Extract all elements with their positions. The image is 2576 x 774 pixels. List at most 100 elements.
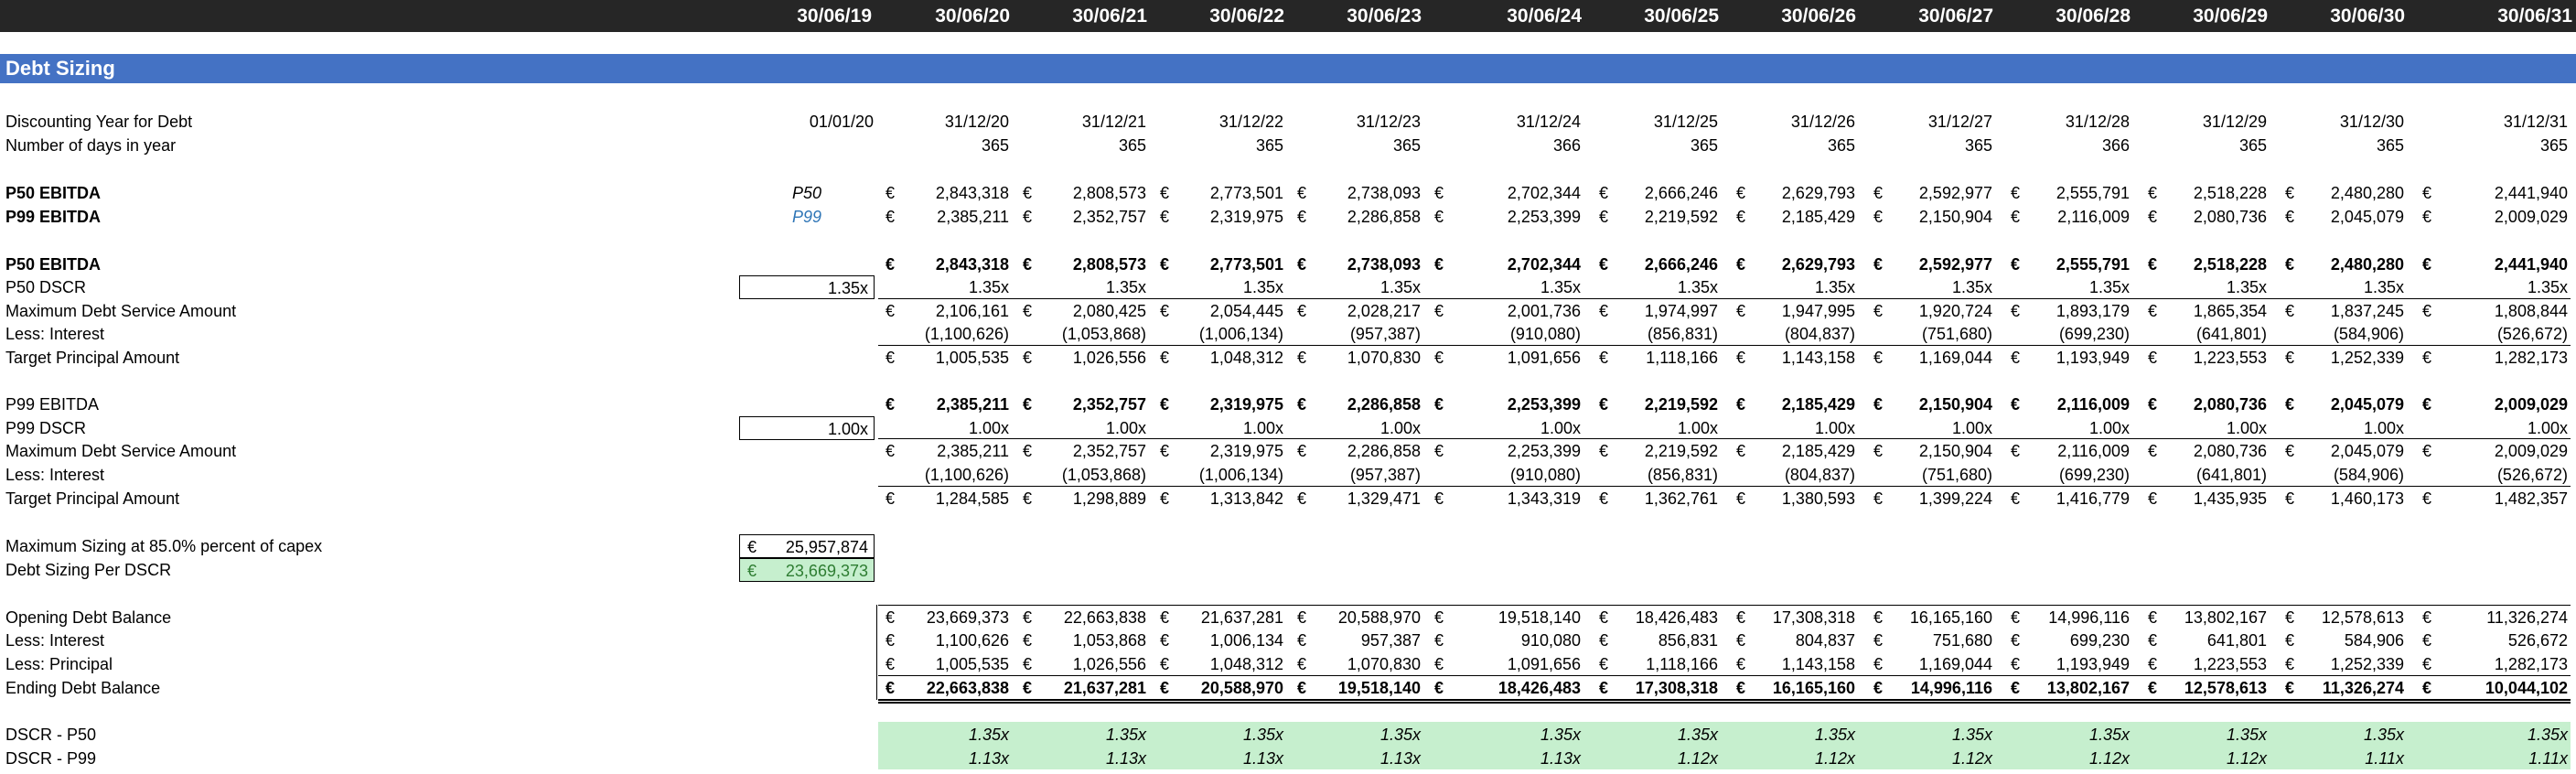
value-cell[interactable]: 365: [1827, 136, 1855, 155]
value-cell[interactable]: 365: [981, 136, 1009, 155]
value-cell[interactable]: 365: [2539, 136, 2568, 155]
value-cell[interactable]: 1,048,312: [1209, 349, 1283, 367]
value-cell[interactable]: 1,837,245: [2330, 302, 2404, 320]
value-cell[interactable]: (641,801): [2195, 466, 2267, 484]
value-cell[interactable]: 1.35x: [2088, 278, 2130, 296]
value-cell[interactable]: 2,001,736: [1507, 302, 1581, 320]
value-cell[interactable]: 1.00x: [1677, 419, 1718, 437]
value-cell[interactable]: (1,053,868): [1061, 466, 1146, 484]
value-cell[interactable]: 1.35x: [1540, 278, 1581, 296]
value-cell[interactable]: 2,441,940: [2494, 184, 2568, 202]
value-cell[interactable]: 1,053,868: [1072, 631, 1146, 650]
value-cell[interactable]: 2,352,757: [1072, 395, 1146, 414]
value-cell[interactable]: 23,669,373: [926, 608, 1009, 627]
value-cell[interactable]: 2,319,975: [1209, 442, 1283, 460]
value-cell[interactable]: 1,380,593: [1781, 489, 1855, 508]
value-cell[interactable]: 366: [1552, 136, 1581, 155]
value-cell[interactable]: 1.35x: [968, 726, 1009, 744]
value-cell[interactable]: 2,009,029: [2494, 395, 2568, 414]
value-cell[interactable]: 31/12/25: [1653, 113, 1718, 131]
value-cell[interactable]: 1.00x: [968, 419, 1009, 437]
value-cell[interactable]: 20,588,970: [1337, 608, 1421, 627]
value-cell[interactable]: 365: [1690, 136, 1718, 155]
value-cell[interactable]: 641,801: [2206, 631, 2267, 650]
scenario-tag[interactable]: P99: [792, 208, 822, 226]
value-cell[interactable]: 1,313,842: [1209, 489, 1283, 508]
value-cell[interactable]: 1,282,173: [2494, 655, 2568, 673]
value-cell[interactable]: 2,253,399: [1507, 442, 1581, 460]
value-cell[interactable]: (584,906): [2333, 325, 2404, 343]
value-cell[interactable]: 1.35x: [968, 278, 1009, 296]
value-cell[interactable]: (584,906): [2333, 466, 2404, 484]
value-cell[interactable]: 1.35x: [1540, 726, 1581, 744]
value-cell[interactable]: 1,329,471: [1347, 489, 1421, 508]
value-cell[interactable]: (1,006,134): [1198, 466, 1283, 484]
value-cell[interactable]: 1,282,173: [2494, 349, 2568, 367]
value-cell[interactable]: 1,399,224: [1918, 489, 1992, 508]
value-cell[interactable]: 2,629,793: [1781, 255, 1855, 274]
value-cell[interactable]: 2,555,791: [2055, 184, 2130, 202]
value-cell[interactable]: 2,009,029: [2494, 208, 2568, 226]
value-cell[interactable]: 1.35x: [2527, 726, 2568, 744]
value-cell[interactable]: 1,947,995: [1781, 302, 1855, 320]
value-cell[interactable]: 2,738,093: [1347, 255, 1421, 274]
value-cell[interactable]: 31/12/28: [2065, 113, 2130, 131]
value-cell[interactable]: 2,773,501: [1209, 184, 1283, 202]
value-cell[interactable]: 2,441,940: [2494, 255, 2568, 274]
value-cell[interactable]: 365: [2238, 136, 2267, 155]
value-cell[interactable]: 957,387: [1360, 631, 1421, 650]
value-cell[interactable]: 2,080,736: [2193, 208, 2267, 226]
value-cell[interactable]: 2,080,425: [1072, 302, 1146, 320]
value-cell[interactable]: 2,843,318: [935, 184, 1009, 202]
value-cell[interactable]: 2,028,217: [1347, 302, 1421, 320]
value-cell[interactable]: (1,053,868): [1061, 325, 1146, 343]
value-cell[interactable]: 1.35x: [1105, 278, 1146, 296]
value-cell[interactable]: 1,118,166: [1646, 349, 1718, 367]
value-cell[interactable]: 1,416,779: [2055, 489, 2130, 508]
value-cell[interactable]: 1.12x: [2088, 749, 2130, 768]
value-cell[interactable]: 1.13x: [1379, 749, 1421, 768]
value-cell[interactable]: 699,230: [2069, 631, 2130, 650]
max-sizing-value[interactable]: €25,957,874: [739, 534, 875, 558]
value-cell[interactable]: 1,048,312: [1209, 655, 1283, 673]
value-cell[interactable]: 2,629,793: [1781, 184, 1855, 202]
value-cell[interactable]: 20,588,970: [1200, 679, 1283, 697]
value-cell[interactable]: 1,118,166: [1646, 655, 1718, 673]
value-cell[interactable]: 11,326,274: [2486, 608, 2568, 627]
value-cell[interactable]: 1.35x: [1814, 726, 1855, 744]
value-cell[interactable]: 2,219,592: [1644, 442, 1718, 460]
value-cell[interactable]: 365: [1964, 136, 1992, 155]
value-cell[interactable]: 18,426,483: [1635, 608, 1718, 627]
value-cell[interactable]: 2,702,344: [1507, 255, 1581, 274]
value-cell[interactable]: 804,837: [1795, 631, 1855, 650]
value-cell[interactable]: 1.35x: [1951, 726, 1992, 744]
value-cell[interactable]: 31/12/29: [2202, 113, 2267, 131]
value-cell[interactable]: 12,578,613: [2184, 679, 2267, 697]
value-cell[interactable]: 2,666,246: [1644, 255, 1718, 274]
value-cell[interactable]: (1,100,626): [924, 325, 1009, 343]
value-cell[interactable]: 21,637,281: [1063, 679, 1146, 697]
value-cell[interactable]: (751,680): [1921, 325, 1992, 343]
value-cell[interactable]: 1,974,997: [1644, 302, 1718, 320]
value-cell[interactable]: 1,091,656: [1507, 349, 1581, 367]
value-cell[interactable]: 365: [1392, 136, 1421, 155]
value-cell[interactable]: 1,070,830: [1347, 349, 1421, 367]
value-cell[interactable]: 31/12/23: [1356, 113, 1421, 131]
value-cell[interactable]: 2,116,009: [2056, 395, 2130, 414]
value-cell[interactable]: 2,480,280: [2330, 255, 2404, 274]
value-cell[interactable]: 2,009,029: [2494, 442, 2568, 460]
value-cell[interactable]: 1.35x: [2088, 726, 2130, 744]
value-cell[interactable]: 2,080,736: [2193, 442, 2267, 460]
value-cell[interactable]: 1.00x: [1105, 419, 1146, 437]
value-cell[interactable]: (526,672): [2496, 466, 2568, 484]
value-cell[interactable]: 1,100,626: [935, 631, 1009, 650]
value-cell[interactable]: 1.00x: [1242, 419, 1283, 437]
value-cell[interactable]: 1.35x: [2527, 278, 2568, 296]
value-cell[interactable]: 2,518,228: [2193, 184, 2267, 202]
value-cell[interactable]: 2,385,211: [936, 395, 1009, 414]
value-cell[interactable]: 1.35x: [1677, 278, 1718, 296]
value-cell[interactable]: 2,253,399: [1507, 395, 1581, 414]
value-cell[interactable]: 1,143,158: [1781, 349, 1855, 367]
value-cell[interactable]: 1.11x: [2365, 749, 2404, 768]
value-cell[interactable]: 1,005,535: [935, 655, 1009, 673]
